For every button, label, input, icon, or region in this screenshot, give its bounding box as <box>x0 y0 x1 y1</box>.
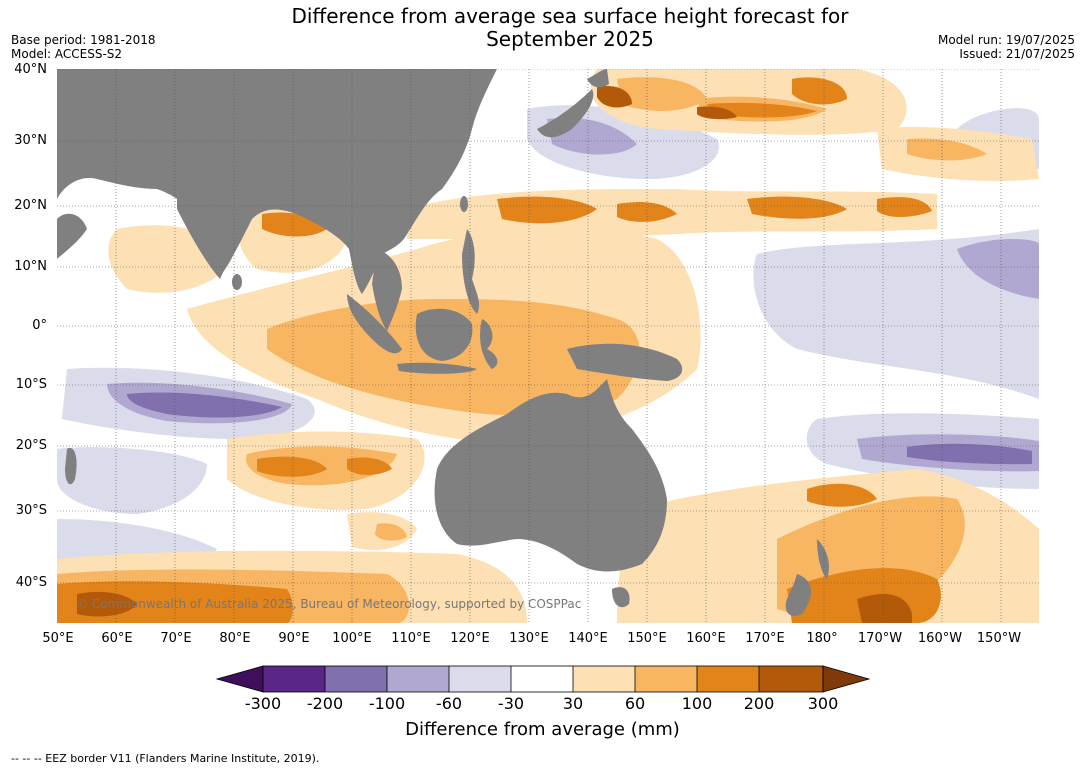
lat-label-30n: 30°N <box>14 133 47 148</box>
model-name: Model: ACCESS-S2 <box>11 47 123 61</box>
lon-label-80e: 80°E <box>219 631 251 646</box>
base-period: Base period: 1981-2018 <box>11 33 156 47</box>
lon-label-90e: 90°E <box>278 631 310 646</box>
colorbar <box>215 665 871 693</box>
colorbar-tick: -200 <box>306 694 344 713</box>
issued-date: Issued: 21/07/2025 <box>959 47 1075 61</box>
title-line-1: Difference from average sea surface heig… <box>291 4 849 28</box>
lat-label-10n: 10°N <box>14 259 47 274</box>
colorbar-bin <box>697 666 759 692</box>
lon-label-120e: 120°E <box>450 631 490 646</box>
colorbar-tick: 30 <box>562 694 584 713</box>
lat-label-20s: 20°S <box>15 438 47 453</box>
colorbar-bin <box>573 666 635 692</box>
title-line-2: September 2025 <box>486 27 654 51</box>
land-masses <box>57 69 829 616</box>
lat-label-10s: 10°S <box>15 377 47 392</box>
colorbar-label: Difference from average (mm) <box>405 719 680 740</box>
colorbar-tick: -60 <box>435 694 463 713</box>
colorbar-bin <box>325 666 387 692</box>
lon-label-150w: 150°W <box>976 631 1022 646</box>
model-run: Model run: 19/07/2025 <box>937 33 1075 47</box>
colorbar-tick: 300 <box>807 694 839 713</box>
gridlines <box>57 69 1039 623</box>
lat-label-20n: 20°N <box>14 198 47 213</box>
eez-footnote: -- -- -- EEZ border V11 (Flanders Marine… <box>11 752 320 765</box>
lat-label-40s: 40°S <box>15 575 47 590</box>
map-area <box>57 69 1039 623</box>
colorbar-tick: -100 <box>368 694 406 713</box>
colorbar-bin <box>387 666 449 692</box>
lon-label-50e: 50°E <box>42 631 74 646</box>
lon-label-160e: 160°E <box>686 631 726 646</box>
colorbar-tick: 100 <box>681 694 713 713</box>
colorbar-bin <box>449 666 511 692</box>
colorbar-frame <box>262 665 824 693</box>
map-title: Difference from average sea surface heig… <box>0 5 1085 51</box>
colorbar-bin <box>263 666 325 692</box>
lat-label-0: 0° <box>32 318 47 333</box>
colorbar-tick: 200 <box>743 694 775 713</box>
colorbar-max-arrow <box>822 665 871 693</box>
lon-label-130e: 130°E <box>509 631 549 646</box>
lon-label-110e: 110°E <box>391 631 431 646</box>
lat-label-40n: 40°N <box>14 62 47 77</box>
colorbar-tick: 60 <box>624 694 646 713</box>
copyright-notice: © Commonwealth of Australia 2025, Bureau… <box>76 597 582 611</box>
lon-label-150e: 150°E <box>627 631 667 646</box>
anomaly-map <box>57 69 1039 623</box>
lon-label-160w: 160°W <box>917 631 963 646</box>
meta-left: Base period: 1981-2018 Model: ACCESS-S2 <box>11 33 156 61</box>
colorbar-tick: -30 <box>497 694 525 713</box>
colorbar-bin <box>635 666 697 692</box>
colorbar-dividers <box>324 666 760 692</box>
lon-label-180: 180° <box>806 631 838 646</box>
meta-right: Model run: 19/07/2025 Issued: 21/07/2025 <box>938 33 1075 61</box>
lat-label-30s: 30°S <box>15 503 47 518</box>
lon-label-100e: 100°E <box>332 631 372 646</box>
lon-label-60e: 60°E <box>101 631 133 646</box>
lon-label-170w: 170°W <box>857 631 903 646</box>
lon-label-70e: 70°E <box>160 631 192 646</box>
colorbar-bin <box>759 666 823 692</box>
colorbar-min-arrow <box>215 665 264 693</box>
lon-label-170e: 170°E <box>745 631 785 646</box>
lon-label-140e: 140°E <box>568 631 608 646</box>
colorbar-tick: -300 <box>244 694 282 713</box>
colorbar-bin <box>511 666 573 692</box>
